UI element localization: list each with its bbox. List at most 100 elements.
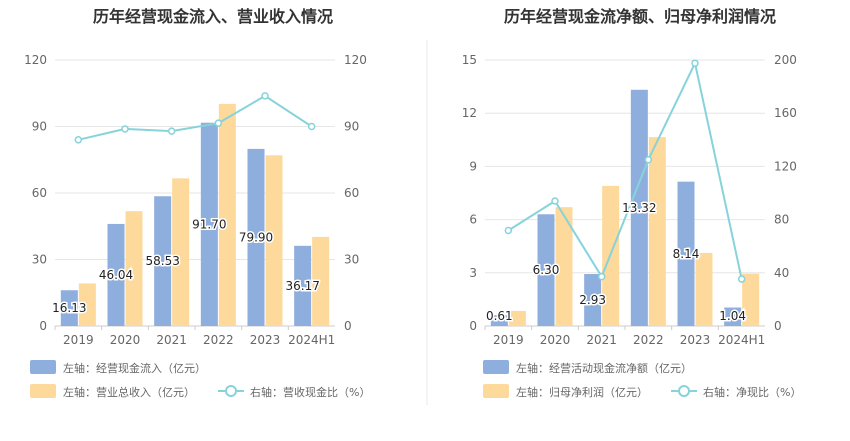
x-tick-label: 2024H1 <box>718 333 765 347</box>
bar-series-1 <box>107 223 125 326</box>
y-left-tick-label: 12 <box>462 106 477 120</box>
bar-data-label: 13.32 <box>622 201 656 215</box>
x-tick-label: 2023 <box>250 333 281 347</box>
bar-series-1 <box>724 307 742 326</box>
y-left-tick-label: 30 <box>32 253 47 267</box>
bar-series-1 <box>584 274 602 326</box>
y-right-tick-label: 200 <box>774 53 797 67</box>
x-tick-label: 2021 <box>586 333 617 347</box>
bar-series-2 <box>508 310 526 326</box>
bar-series-2 <box>172 178 190 326</box>
bar-data-label: 0.61 <box>486 309 513 323</box>
ratio-line <box>78 94 313 141</box>
bar-data-label: 46.04 <box>99 268 133 282</box>
chart-net-cash-flow-profit: 历年经营现金流净额、归母净利润情况 0 3 6 9 12 15 0 40 80 120 160 20… <box>462 7 802 399</box>
ratio-point <box>214 119 223 127</box>
legend-label: 右轴：净现比（%） <box>703 385 801 399</box>
y-right-tick-label: 160 <box>774 106 797 120</box>
legend: 左轴：经营现金流入（亿元） 左轴：营业总收入（亿元） 右轴：营收现金比（%） <box>30 360 370 399</box>
legend-label: 左轴：经营活动现金流净额（亿元） <box>516 361 692 375</box>
x-tick-label: 2021 <box>156 333 187 347</box>
x-tick-label: 2020 <box>540 333 571 347</box>
y-right-tick-label: 80 <box>774 213 789 227</box>
legend-swatch-bar2 <box>483 384 509 398</box>
x-tick-label: 2024H1 <box>288 333 335 347</box>
legend-item[interactable]: 左轴：归母净利润（亿元） <box>483 384 648 399</box>
y-right-tick-label: 120 <box>774 159 797 173</box>
bar-data-label: 2.93 <box>579 293 606 307</box>
ratio-line <box>507 60 743 280</box>
ratio-point <box>167 127 176 135</box>
bar-series-2 <box>648 137 666 326</box>
bar-series-1 <box>677 181 695 326</box>
bar-series-2 <box>555 207 573 326</box>
bar-data-label: 58.53 <box>145 254 179 268</box>
ratio-point <box>74 136 83 144</box>
x-tick-label: 2019 <box>63 333 94 347</box>
legend-item[interactable]: 左轴：经营活动现金流净额（亿元） <box>483 360 692 375</box>
bar-data-label: 79.90 <box>239 230 273 244</box>
bar-series-2 <box>78 283 96 326</box>
legend-item[interactable]: 右轴：净现比（%） <box>671 385 801 399</box>
y-left-tick-label: 6 <box>469 213 477 227</box>
legend: 左轴：经营活动现金流净额（亿元） 左轴：归母净利润（亿元） 右轴：净现比（%） <box>483 360 801 399</box>
ratio-point <box>551 197 559 205</box>
y-right-tick-label: 60 <box>344 186 359 200</box>
ratio-point <box>261 92 269 100</box>
legend-label: 左轴：经营现金流入（亿元） <box>63 361 206 375</box>
y-left-tick-label: 60 <box>32 186 47 200</box>
bar-data-label: 1.04 <box>719 309 746 323</box>
bar-series-2 <box>695 252 713 326</box>
chart-title: 历年经营现金流入、营业收入情况 <box>93 7 333 26</box>
x-tick-label: 2022 <box>633 333 664 347</box>
bar-series-2 <box>312 236 330 326</box>
legend-item[interactable]: 右轴：营收现金比（%） <box>218 385 370 399</box>
legend-label: 左轴：营业总收入（亿元） <box>63 385 195 399</box>
bar-data-label: 36.17 <box>285 279 319 293</box>
y-left-tick-label: 0 <box>39 319 47 333</box>
y-left-tick-label: 3 <box>469 266 477 280</box>
x-tick-label: 2023 <box>680 333 711 347</box>
legend-item[interactable]: 左轴：营业总收入（亿元） <box>30 384 195 399</box>
bar-series-1 <box>490 315 508 326</box>
ratio-point <box>691 59 699 67</box>
legend-swatch-marker <box>225 385 237 397</box>
bar-series-1 <box>294 245 312 326</box>
y-left-tick-label: 90 <box>32 120 47 134</box>
bar-series-2 <box>742 273 760 326</box>
x-tick-label: 2020 <box>110 333 141 347</box>
y-right-tick-label: 30 <box>344 253 359 267</box>
y-right-tick-label: 120 <box>344 53 367 67</box>
y-left-tick-label: 120 <box>24 53 47 67</box>
x-tick-label: 2022 <box>203 333 234 347</box>
bar-data-label: 16.13 <box>52 301 86 315</box>
y-right-tick-label: 0 <box>774 319 782 333</box>
bar-series-2 <box>265 155 283 326</box>
bar-series-1 <box>247 148 265 326</box>
bar-series-1 <box>537 214 555 326</box>
bar-series-2 <box>125 211 143 326</box>
bar-series-2 <box>218 103 236 326</box>
legend-swatch-bar1 <box>30 360 56 374</box>
ratio-point <box>737 275 746 283</box>
y-right-tick-label: 0 <box>344 319 352 333</box>
legend-item[interactable]: 左轴：经营现金流入（亿元） <box>30 360 206 375</box>
legend-label: 右轴：营收现金比（%） <box>250 385 370 399</box>
ratio-point <box>307 122 316 131</box>
bar-data-label: 91.70 <box>192 217 226 231</box>
bar-series-1 <box>154 196 172 326</box>
legend-swatch-bar2 <box>30 384 56 398</box>
y-left-tick-label: 0 <box>469 319 477 333</box>
legend-swatch-bar1 <box>483 360 509 374</box>
y-right-tick-label: 90 <box>344 120 359 134</box>
ratio-point <box>597 272 606 281</box>
ratio-point <box>121 125 129 133</box>
y-left-tick-label: 15 <box>462 53 477 67</box>
bar-series-1 <box>60 290 78 326</box>
chart-title: 历年经营现金流净额、归母净利润情况 <box>504 7 776 26</box>
legend-swatch-marker <box>678 385 690 397</box>
x-tick-label: 2019 <box>493 333 524 347</box>
bar-series-1 <box>630 89 648 327</box>
legend-label: 左轴：归母净利润（亿元） <box>516 385 648 399</box>
